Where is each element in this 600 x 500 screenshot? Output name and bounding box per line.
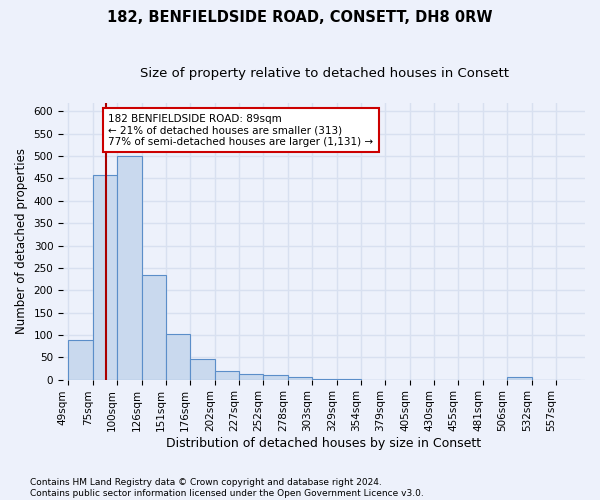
Text: 182 BENFIELDSIDE ROAD: 89sqm
← 21% of detached houses are smaller (313)
77% of s: 182 BENFIELDSIDE ROAD: 89sqm ← 21% of de… bbox=[108, 114, 373, 147]
Bar bbox=[263, 375, 288, 380]
X-axis label: Distribution of detached houses by size in Consett: Distribution of detached houses by size … bbox=[166, 437, 482, 450]
Bar bbox=[239, 374, 263, 380]
Bar bbox=[312, 378, 337, 380]
Bar bbox=[507, 378, 532, 380]
Bar bbox=[166, 334, 190, 380]
Text: 182, BENFIELDSIDE ROAD, CONSETT, DH8 0RW: 182, BENFIELDSIDE ROAD, CONSETT, DH8 0RW bbox=[107, 10, 493, 25]
Text: Contains HM Land Registry data © Crown copyright and database right 2024.
Contai: Contains HM Land Registry data © Crown c… bbox=[30, 478, 424, 498]
Bar bbox=[68, 340, 93, 380]
Bar bbox=[190, 358, 215, 380]
Bar bbox=[142, 275, 166, 380]
Bar bbox=[288, 378, 312, 380]
Bar bbox=[93, 176, 117, 380]
Y-axis label: Number of detached properties: Number of detached properties bbox=[15, 148, 28, 334]
Title: Size of property relative to detached houses in Consett: Size of property relative to detached ho… bbox=[140, 68, 509, 80]
Bar bbox=[117, 156, 142, 380]
Bar bbox=[215, 370, 239, 380]
